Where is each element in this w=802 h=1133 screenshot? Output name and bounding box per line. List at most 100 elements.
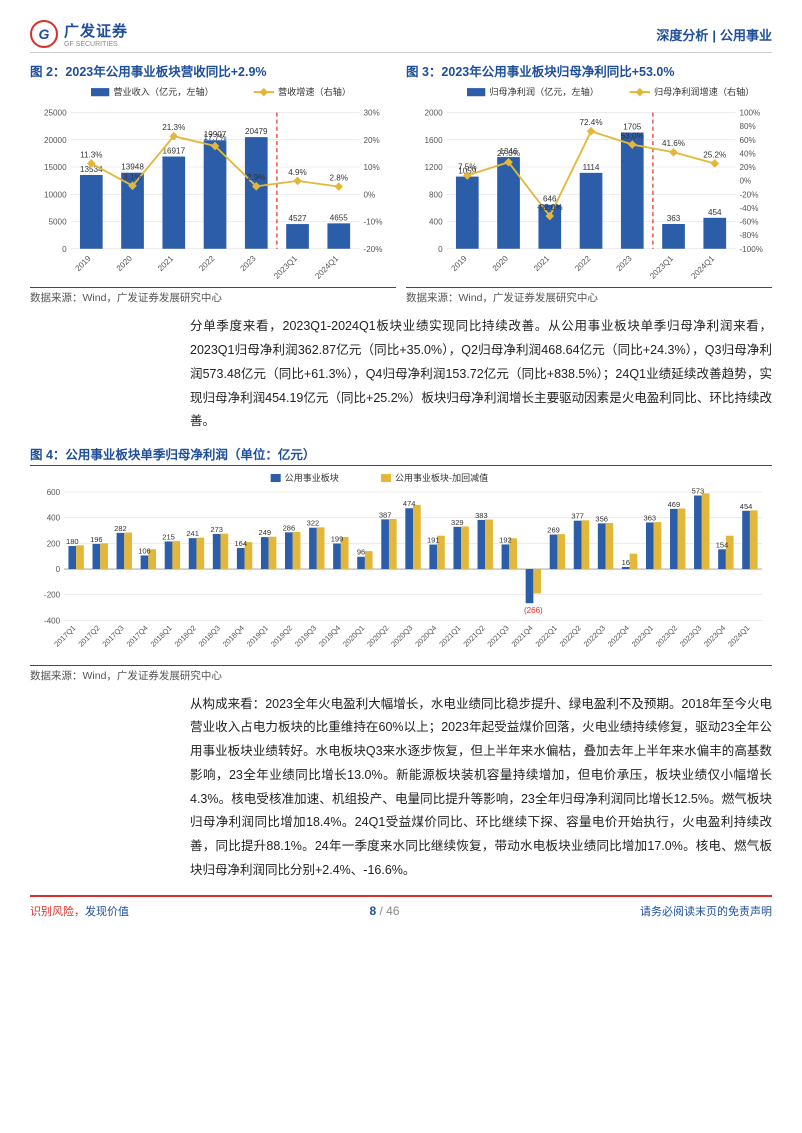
- svg-text:600: 600: [47, 488, 61, 497]
- svg-text:2020Q4: 2020Q4: [413, 624, 438, 649]
- svg-text:53.0%: 53.0%: [621, 131, 644, 140]
- logo-sub: GF SECURITIES: [64, 41, 128, 48]
- svg-text:2024Q1: 2024Q1: [313, 254, 340, 281]
- svg-text:4.9%: 4.9%: [288, 168, 307, 177]
- header-cat: 深度分析: [656, 28, 708, 43]
- svg-text:191: 191: [427, 536, 440, 545]
- svg-text:2019Q1: 2019Q1: [245, 624, 270, 649]
- svg-text:200: 200: [47, 539, 61, 548]
- fig2-title: 图 2：2023年公用事业板块营收同比+2.9%: [30, 61, 396, 80]
- fig3-chart: 归母净利润（亿元，左轴）归母净利润增速（右轴）04008001200160020…: [406, 82, 772, 285]
- svg-text:营收增速（右轴）: 营收增速（右轴）: [278, 86, 351, 97]
- svg-text:2020: 2020: [115, 254, 134, 273]
- svg-text:10%: 10%: [363, 163, 379, 172]
- svg-text:2017Q2: 2017Q2: [76, 624, 101, 649]
- logo-icon: G: [30, 20, 58, 48]
- svg-text:2023: 2023: [615, 254, 634, 273]
- svg-text:2017Q3: 2017Q3: [100, 624, 125, 649]
- svg-text:公用事业板块-加回减值: 公用事业板块-加回减值: [395, 472, 488, 483]
- svg-text:27.0%: 27.0%: [497, 149, 520, 158]
- svg-text:199: 199: [331, 535, 344, 544]
- fig4-source: 数据来源：Wind，广发证券发展研究中心: [30, 668, 772, 683]
- svg-text:-40%: -40%: [739, 204, 758, 213]
- svg-text:2023Q1: 2023Q1: [272, 254, 299, 281]
- svg-text:40%: 40%: [739, 149, 755, 158]
- svg-text:30%: 30%: [363, 109, 379, 118]
- svg-text:1600: 1600: [425, 136, 444, 145]
- fig4: 图 4：公用事业板块单季归母净利润（单位：亿元） 公用事业板块 公用事业板块-加回…: [30, 444, 772, 683]
- svg-text:15000: 15000: [44, 163, 67, 172]
- page-sep: /: [376, 904, 386, 918]
- svg-text:2023Q2: 2023Q2: [654, 624, 679, 649]
- fig4-chart: 公用事业板块公用事业板块-加回减值-400-200020040060018020…: [30, 470, 772, 661]
- svg-text:公用事业板块: 公用事业板块: [285, 472, 339, 483]
- svg-text:356: 356: [595, 514, 608, 523]
- footer-left-1: 识别风险，: [30, 906, 85, 918]
- svg-text:2020Q3: 2020Q3: [389, 624, 414, 649]
- svg-text:96: 96: [357, 548, 365, 557]
- svg-text:2023Q1: 2023Q1: [630, 624, 655, 649]
- svg-text:2022Q4: 2022Q4: [606, 624, 631, 649]
- svg-text:2023: 2023: [239, 254, 258, 273]
- charts-row: 图 2：2023年公用事业板块营收同比+2.9% 营业收入（亿元，左轴）营收增速…: [30, 61, 772, 305]
- fig2-chart: 营业收入（亿元，左轴）营收增速（右轴）050001000015000200002…: [30, 82, 396, 285]
- svg-text:322: 322: [307, 519, 320, 528]
- svg-text:10000: 10000: [44, 190, 67, 199]
- svg-text:2019: 2019: [450, 254, 469, 273]
- svg-text:192: 192: [499, 535, 512, 544]
- svg-text:-10%: -10%: [363, 218, 382, 227]
- svg-text:329: 329: [451, 518, 464, 527]
- logo-chinese: 广发证券: [64, 20, 128, 41]
- svg-text:0: 0: [56, 565, 61, 574]
- header-sector: 公用事业: [720, 28, 772, 43]
- svg-text:2.8%: 2.8%: [330, 174, 349, 183]
- svg-text:2020Q1: 2020Q1: [341, 624, 366, 649]
- footer-left: 识别风险，发现价值: [30, 903, 129, 919]
- svg-text:20%: 20%: [363, 136, 379, 145]
- svg-text:269: 269: [547, 526, 560, 535]
- svg-text:2024Q1: 2024Q1: [726, 624, 751, 649]
- footer-page: 8 / 46: [369, 904, 399, 918]
- svg-text:474: 474: [403, 499, 416, 508]
- svg-text:2023Q4: 2023Q4: [702, 624, 727, 649]
- svg-text:2019Q4: 2019Q4: [317, 624, 342, 649]
- svg-text:2018Q1: 2018Q1: [149, 624, 174, 649]
- svg-text:2017Q4: 2017Q4: [125, 624, 150, 649]
- svg-text:2019Q3: 2019Q3: [293, 624, 318, 649]
- svg-text:41.6%: 41.6%: [662, 139, 685, 148]
- svg-text:286: 286: [283, 523, 296, 532]
- svg-text:154: 154: [716, 540, 729, 549]
- svg-text:2020: 2020: [491, 254, 510, 273]
- svg-text:2021Q2: 2021Q2: [461, 624, 486, 649]
- svg-text:363: 363: [667, 214, 681, 223]
- svg-text:25000: 25000: [44, 109, 67, 118]
- svg-text:196: 196: [90, 535, 103, 544]
- svg-text:100%: 100%: [739, 109, 760, 118]
- fig4-title: 图 4：公用事业板块单季归母净利润（单位：亿元）: [30, 444, 772, 463]
- svg-text:72.4%: 72.4%: [580, 118, 603, 127]
- svg-text:273: 273: [210, 525, 223, 534]
- svg-text:1114: 1114: [583, 163, 600, 172]
- svg-text:249: 249: [259, 528, 272, 537]
- svg-text:2018Q4: 2018Q4: [221, 624, 246, 649]
- svg-text:7.5%: 7.5%: [458, 162, 477, 171]
- svg-text:106: 106: [138, 547, 151, 556]
- svg-text:1200: 1200: [425, 163, 444, 172]
- fig2-source: 数据来源：Wind，广发证券发展研究中心: [30, 290, 396, 305]
- svg-text:2022: 2022: [573, 254, 592, 273]
- fig3-title: 图 3：2023年公用事业板块归母净利同比+53.0%: [406, 61, 772, 80]
- paragraph-1: 分单季度来看，2023Q1-2024Q1板块业绩实现同比持续改善。从公用事业板块…: [190, 315, 772, 434]
- svg-text:25.2%: 25.2%: [703, 150, 726, 159]
- svg-text:2024Q1: 2024Q1: [689, 254, 716, 281]
- svg-text:1705: 1705: [623, 123, 642, 132]
- svg-text:0%: 0%: [363, 190, 375, 199]
- svg-text:5000: 5000: [49, 218, 68, 227]
- fig3-source: 数据来源：Wind，广发证券发展研究中心: [406, 290, 772, 305]
- page-header: G 广发证券 GF SECURITIES 深度分析|公用事业: [30, 20, 772, 53]
- svg-text:归母净利润（亿元，左轴）: 归母净利润（亿元，左轴）: [489, 86, 599, 97]
- paragraph-2: 从构成来看：2023全年火电盈利大幅增长，水电业绩同比稳步提升、绿电盈利不及预期…: [190, 693, 772, 883]
- svg-text:2023Q1: 2023Q1: [648, 254, 675, 281]
- svg-text:20479: 20479: [245, 127, 268, 136]
- svg-text:21.3%: 21.3%: [162, 123, 185, 132]
- svg-text:800: 800: [429, 190, 443, 199]
